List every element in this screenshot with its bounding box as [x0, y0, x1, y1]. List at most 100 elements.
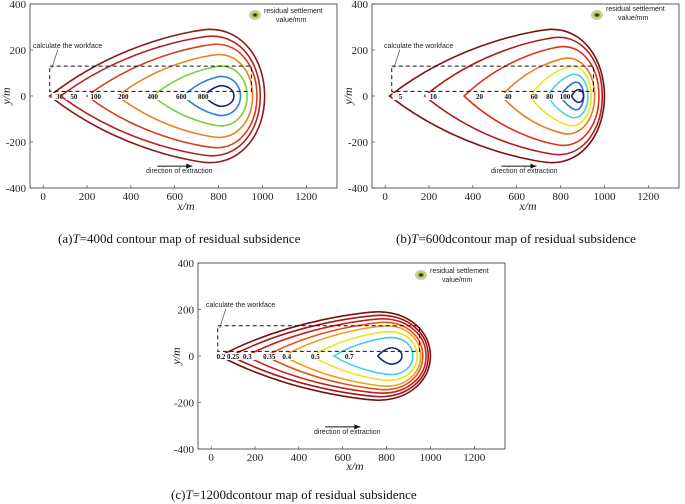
x-axis-label: x/m [345, 459, 364, 473]
x-axis-label: x/m [518, 199, 537, 213]
contour-label: 5 [399, 93, 403, 101]
y-tick-label: -400 [174, 444, 195, 456]
legend: residual settlement value/mm [415, 268, 489, 284]
contour-line [182, 75, 242, 117]
workface-rect [49, 65, 252, 92]
y-tick-label: 0 [189, 351, 195, 363]
contour-line [151, 65, 248, 127]
contour-label-bg [195, 93, 212, 100]
legend-label-line2: value/mm [618, 15, 649, 22]
workface-pointer [393, 49, 401, 69]
contour-label-bg [541, 93, 558, 100]
contour-label-bg [425, 93, 442, 100]
contour-label-bg [307, 353, 324, 360]
contour-label: 30 [56, 93, 64, 101]
contour-label: 40 [504, 93, 512, 101]
legend-swatch-icon [591, 10, 603, 20]
legend-label-line1: residual settlement [264, 8, 323, 15]
contour-label-bg [526, 93, 543, 100]
contour-line [332, 336, 414, 376]
workface-pointer [51, 49, 59, 69]
legend: residual settlement value/mm [249, 8, 323, 24]
x-axis-label: x/m [176, 199, 195, 213]
contour-line [244, 317, 427, 395]
contour-line [229, 314, 430, 398]
direction-arrow-head-icon [186, 163, 193, 169]
contour-line [388, 28, 606, 164]
contour-label: 0.25 [227, 353, 240, 361]
direction-label: direction of extraction [491, 168, 558, 175]
y-tick-label: 400 [10, 0, 27, 11]
y-axis-label: y/m [169, 347, 183, 366]
contour-line [462, 45, 600, 147]
y-axis-label: y/m [341, 87, 355, 106]
workface-rect [217, 325, 420, 352]
contour-line [546, 73, 589, 119]
contour-label: 0.2 [217, 353, 226, 361]
y-tick-label: 200 [178, 305, 195, 317]
contour-label-bg [144, 93, 161, 100]
x-tick-label: 200 [247, 452, 264, 464]
contour-label: 10 [430, 93, 438, 101]
contour-line [48, 28, 266, 164]
x-tick-label: 600 [508, 191, 525, 203]
contour-label-bg [341, 353, 358, 360]
y-tick-label: 200 [352, 45, 369, 57]
y-tick-label: 0 [363, 91, 369, 103]
contour-label: 600 [176, 93, 187, 101]
x-tick-label: 400 [465, 191, 482, 203]
caption: (c)T=1200dcontour map of residual subsid… [171, 487, 417, 502]
contour-label: 0.35 [263, 353, 276, 361]
contour-label-bg [65, 93, 82, 100]
contour-label-bg [173, 93, 190, 100]
contour-label: 80 [546, 93, 554, 101]
direction-label: direction of extraction [314, 429, 381, 436]
y-tick-label: 400 [178, 258, 195, 270]
contour-line [203, 84, 235, 108]
legend-swatch-icon [415, 270, 427, 280]
x-tick-label: 1200 [295, 191, 318, 203]
contour-label-bg [239, 353, 256, 360]
caption: (a)T=400d contour map of residual subsid… [58, 231, 301, 246]
legend-label-line1: residual settlement [430, 268, 489, 275]
legend-label-line2: value/mm [442, 277, 473, 284]
contour-line [218, 311, 432, 401]
y-tick-label: -200 [348, 137, 369, 149]
contour-label-bg [213, 353, 230, 360]
workface-label: calculate the workface [384, 43, 453, 50]
legend: residual settlement value/mm [591, 6, 665, 22]
caption: (b)T=600dcontour map of residual subside… [396, 231, 636, 246]
contour-label: 800 [198, 93, 209, 101]
x-tick-label: 800 [378, 452, 395, 464]
contour-label-bg [51, 93, 68, 100]
x-tick-label: 800 [552, 191, 569, 203]
x-tick-label: 0 [40, 191, 46, 203]
x-tick-label: 600 [166, 191, 183, 203]
x-tick-label: 200 [421, 191, 438, 203]
legend-swatch-icon [249, 10, 261, 20]
x-tick-label: 600 [334, 452, 351, 464]
contour-label: 0.3 [243, 353, 252, 361]
direction-label: direction of extraction [146, 168, 213, 175]
contour-line [570, 88, 585, 104]
contour-label: 50 [70, 93, 78, 101]
x-tick-label: 1000 [251, 191, 274, 203]
y-tick-label: -200 [174, 398, 195, 410]
y-tick-label: 200 [10, 45, 27, 57]
x-tick-label: 1200 [637, 191, 660, 203]
contour-line [281, 324, 422, 388]
contour-line [376, 347, 403, 365]
contour-label: 200 [118, 93, 129, 101]
workface-label: calculate the workface [33, 43, 102, 50]
contour-line [116, 53, 254, 139]
contour-label-bg [115, 93, 132, 100]
contour-label-bg [87, 93, 104, 100]
contour-label-bg [225, 353, 242, 360]
y-tick-label: -400 [6, 183, 27, 195]
x-tick-label: 800 [210, 191, 227, 203]
contour-line [528, 65, 593, 127]
contour-label: 400 [148, 93, 159, 101]
contour-label-bg [471, 93, 488, 100]
